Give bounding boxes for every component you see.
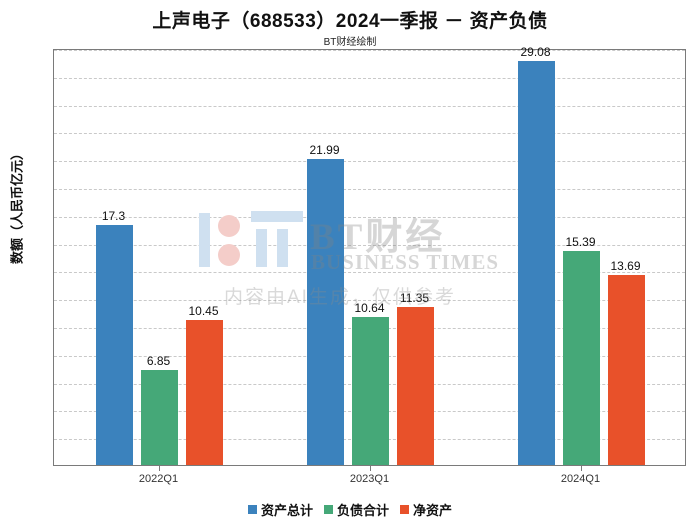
bar[interactable] (307, 159, 344, 465)
bar-value-label: 13.69 (610, 258, 641, 273)
gridline (54, 161, 685, 163)
plot-area (53, 49, 686, 466)
legend-swatch-icon (323, 505, 333, 514)
bar-value-label: 15.39 (565, 235, 596, 250)
chart-legend: 资产总计 负债合计 净资产 (0, 500, 700, 519)
chart-subtitle: BT财经绘制 (323, 37, 377, 48)
gridline (54, 50, 685, 51)
gridline (54, 300, 685, 302)
gridline (54, 77, 685, 79)
bar-value-label: 10.64 (354, 301, 385, 316)
y-axis-title: 数额（人民币亿元） (9, 147, 25, 265)
legend-swatch-icon (400, 505, 409, 514)
bar[interactable] (352, 317, 389, 465)
gridline (54, 189, 685, 190)
gridline (54, 105, 685, 107)
bar-value-label: 21.99 (309, 143, 340, 158)
bar[interactable] (186, 319, 223, 465)
legend-item-2[interactable]: 负债合计 (323, 500, 389, 519)
x-tick-label: 2024Q1 (560, 473, 601, 485)
bar-value-label: 11.35 (399, 291, 430, 306)
bar-value-label: 6.85 (146, 353, 171, 368)
bar-value-label: 17.3 (101, 208, 126, 223)
x-tick-mark (158, 466, 160, 471)
legend-label: 负债合计 (336, 503, 389, 518)
bar[interactable] (563, 251, 600, 465)
bar-value-label: 29.08 (520, 44, 551, 59)
bar[interactable] (518, 60, 555, 465)
bar[interactable] (608, 274, 645, 465)
bar[interactable] (141, 369, 178, 465)
legend-item-1[interactable]: 资产总计 (247, 500, 313, 519)
x-tick-label: 2023Q1 (349, 473, 390, 485)
legend-label: 净资产 (413, 503, 453, 518)
x-tick-label: 2022Q1 (138, 473, 179, 485)
x-tick-mark (580, 466, 582, 471)
gridline (54, 216, 685, 218)
chart-title: 上声电子（688533）2024一季报 － 资产负债 (152, 11, 548, 32)
legend-item-3[interactable]: 净资产 (400, 500, 452, 519)
legend-label: 资产总计 (260, 503, 313, 518)
legend-swatch-icon (247, 505, 257, 514)
gridline (54, 133, 685, 135)
gridline (54, 272, 685, 274)
gridline (54, 244, 685, 246)
x-tick-mark (369, 466, 371, 471)
bar[interactable] (96, 224, 133, 465)
bar[interactable] (397, 307, 434, 465)
bar-value-label: 10.45 (188, 303, 219, 318)
